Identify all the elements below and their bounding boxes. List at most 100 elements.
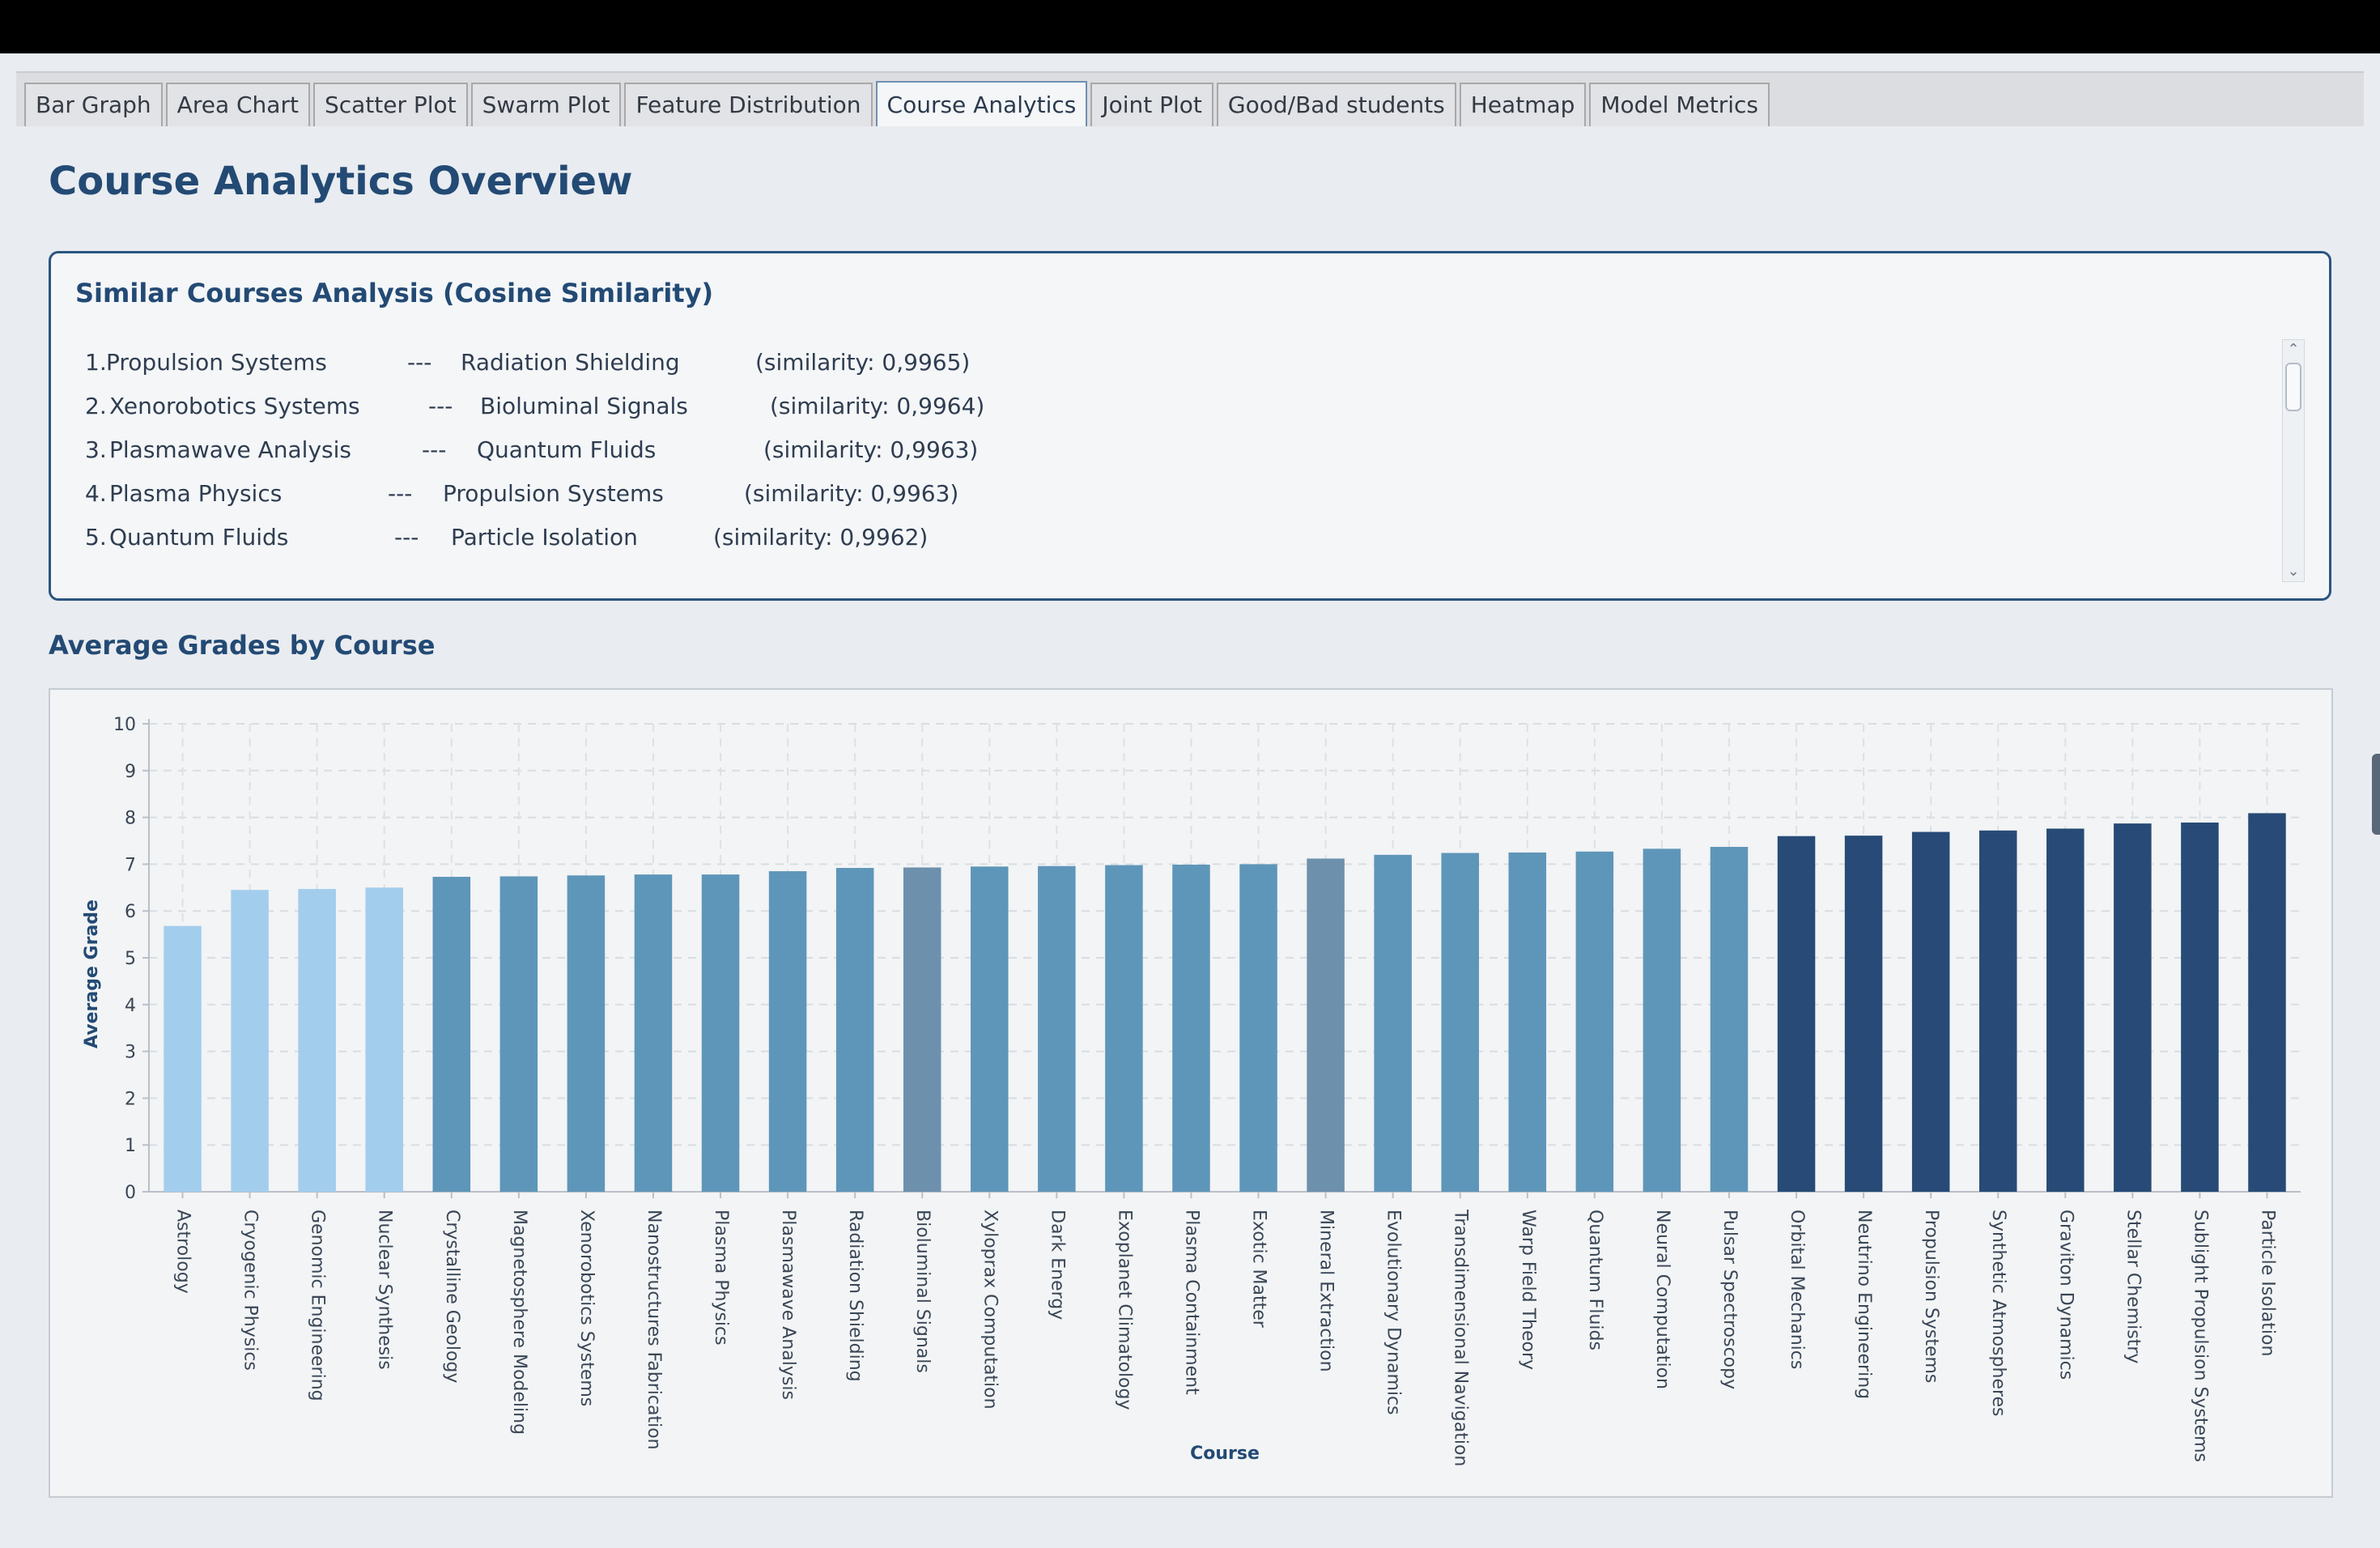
list-item: 1. Propulsion Systems --- Radiation Shie… [85,349,2271,393]
y-axis-title: Average Grade [82,899,102,1048]
similarity-score: (similarity: 0,9964) [770,393,985,419]
bar [1172,864,1210,1192]
os-top-bar [0,0,2380,53]
tab-course-analytics[interactable]: Course Analytics [875,81,1088,128]
similar-courses-list[interactable]: 1. Propulsion Systems --- Radiation Shie… [85,349,2271,584]
tab-swarm-plot[interactable]: Swarm Plot [470,83,622,126]
bar [2181,822,2219,1192]
similarity-score: (similarity: 0,9962) [713,524,929,551]
bar [1374,854,1412,1192]
y-tick-label: 9 [125,762,136,782]
chevron-down-icon[interactable]: ⌄ [2287,563,2300,580]
bar [432,877,471,1192]
x-tick-label: Mineral Extraction [1316,1210,1337,1372]
scrollbar-thumb[interactable] [2285,363,2301,411]
tab-area-chart[interactable]: Area Chart [165,83,310,126]
bar [567,875,606,1192]
bar [971,866,1009,1192]
bar [701,874,740,1192]
tab-list: Bar Graph Area Chart Scatter Plot Swarm … [24,81,1773,128]
bar [499,876,538,1192]
bar [903,867,941,1192]
x-tick-label: Bioluminal Signals [912,1210,933,1373]
course-pair-rank: 3. [85,436,107,463]
y-tick-label: 4 [125,996,136,1016]
x-tick-label: Synthetic Atmospheres [1988,1210,2008,1417]
x-tick-label: Evolutionary Dynamics [1383,1210,1404,1415]
bar [1508,852,1547,1192]
chart-section-title: Average Grades by Course [49,630,436,661]
x-tick-label: Magnetosphere Modeling [509,1210,529,1435]
bar [231,890,269,1192]
x-tick-label: Orbital Mechanics [1787,1210,1807,1369]
x-tick-label: Dark Energy [1047,1210,1067,1320]
average-grades-chart: 0 1 2 3 4 5 6 7 8 9 10 Astrology Cryogenic Physics Ge… [49,688,2333,1498]
bar [2114,823,2152,1192]
x-tick-label: Xenorobotics Systems [576,1210,597,1406]
course-b: Particle Isolation [451,524,638,551]
y-tick-label: 7 [125,855,136,875]
x-tick-label: Warp Field Theory [1518,1210,1538,1370]
bar [1643,848,1681,1192]
y-tick-label: 10 [113,715,136,735]
bar [298,889,336,1192]
bar [1441,853,1479,1192]
course-a: Xenorobotics Systems [109,393,360,419]
x-tick-label: Radiation Shielding [845,1210,865,1382]
tab-model-metrics[interactable]: Model Metrics [1589,83,1770,126]
pair-separator: --- [394,524,419,551]
course-a: Quantum Fluids [109,524,289,551]
list-item: 3. Plasmawave Analysis --- Quantum Fluid… [85,436,2271,480]
course-a: Plasma Physics [109,480,283,507]
list-item: 4. Plasma Physics --- Propulsion Systems… [85,480,2271,524]
side-panel-handle[interactable] [2372,754,2380,835]
similar-courses-panel: Similar Courses Analysis (Cosine Similar… [49,251,2331,601]
bar [1844,836,1883,1192]
similarity-score: (similarity: 0,9965) [755,349,971,376]
bar [1978,830,2017,1192]
y-tick-label: 8 [125,809,136,829]
tab-scatter-plot[interactable]: Scatter Plot [312,83,468,126]
similarity-score: (similarity: 0,9963) [763,436,979,463]
bar [2046,828,2085,1192]
x-tick-label: Cryogenic Physics [240,1210,261,1371]
bar [634,874,673,1192]
tab-bar-graph[interactable]: Bar Graph [24,83,163,126]
course-pair-rank: 2. [85,393,107,419]
course-pair-rank: 4. [85,480,107,507]
tab-content: Course Analytics Overview Similar Course… [16,126,2364,1543]
x-tick-label: Xyloprax Computation [980,1210,1000,1410]
course-b: Quantum Fluids [477,436,657,463]
x-tick-label: Nuclear Synthesis [375,1210,395,1370]
course-b: Bioluminal Signals [480,393,688,419]
course-b: Propulsion Systems [443,480,664,507]
y-tick-label: 0 [125,1183,136,1203]
similar-courses-scrollbar[interactable]: ⌃ ⌄ [2282,339,2305,582]
tab-heatmap[interactable]: Heatmap [1459,83,1587,126]
y-tick-label: 6 [125,902,136,922]
x-tick-label: Graviton Dynamics [2055,1210,2076,1380]
list-item: 2. Xenorobotics Systems --- Bioluminal S… [85,393,2271,436]
x-tick-label: Propulsion Systems [1921,1210,1941,1383]
pair-separator: --- [422,436,447,463]
course-a: Plasmawave Analysis [109,436,351,463]
x-tick-label: Exoplanet Climatology [1114,1210,1134,1410]
y-tick-label: 5 [125,949,136,969]
x-tick-label: Astrology [173,1210,193,1294]
x-tick-label: Plasma Physics [711,1210,731,1346]
bar [1038,865,1076,1192]
x-tick-label: Genomic Engineering [308,1210,328,1401]
app-window: Bar Graph Area Chart Scatter Plot Swarm … [0,53,2380,1548]
y-tick-label: 3 [125,1043,136,1063]
tab-good-bad-students[interactable]: Good/Bad students [1216,83,1456,126]
bar [1307,858,1345,1192]
tab-feature-distribution[interactable]: Feature Distribution [624,83,873,126]
chevron-up-icon[interactable]: ⌃ [2287,341,2300,358]
tab-joint-plot[interactable]: Joint Plot [1090,83,1213,126]
bar [768,871,807,1192]
x-tick-label: Nanostructures Fabrication [644,1210,664,1450]
list-item: 5. Quantum Fluids --- Particle Isolation… [85,524,2271,568]
x-tick-label: Exotic Matter [1249,1210,1269,1329]
bar [1239,864,1277,1192]
x-tick-label: Plasmawave Analysis [778,1210,798,1400]
